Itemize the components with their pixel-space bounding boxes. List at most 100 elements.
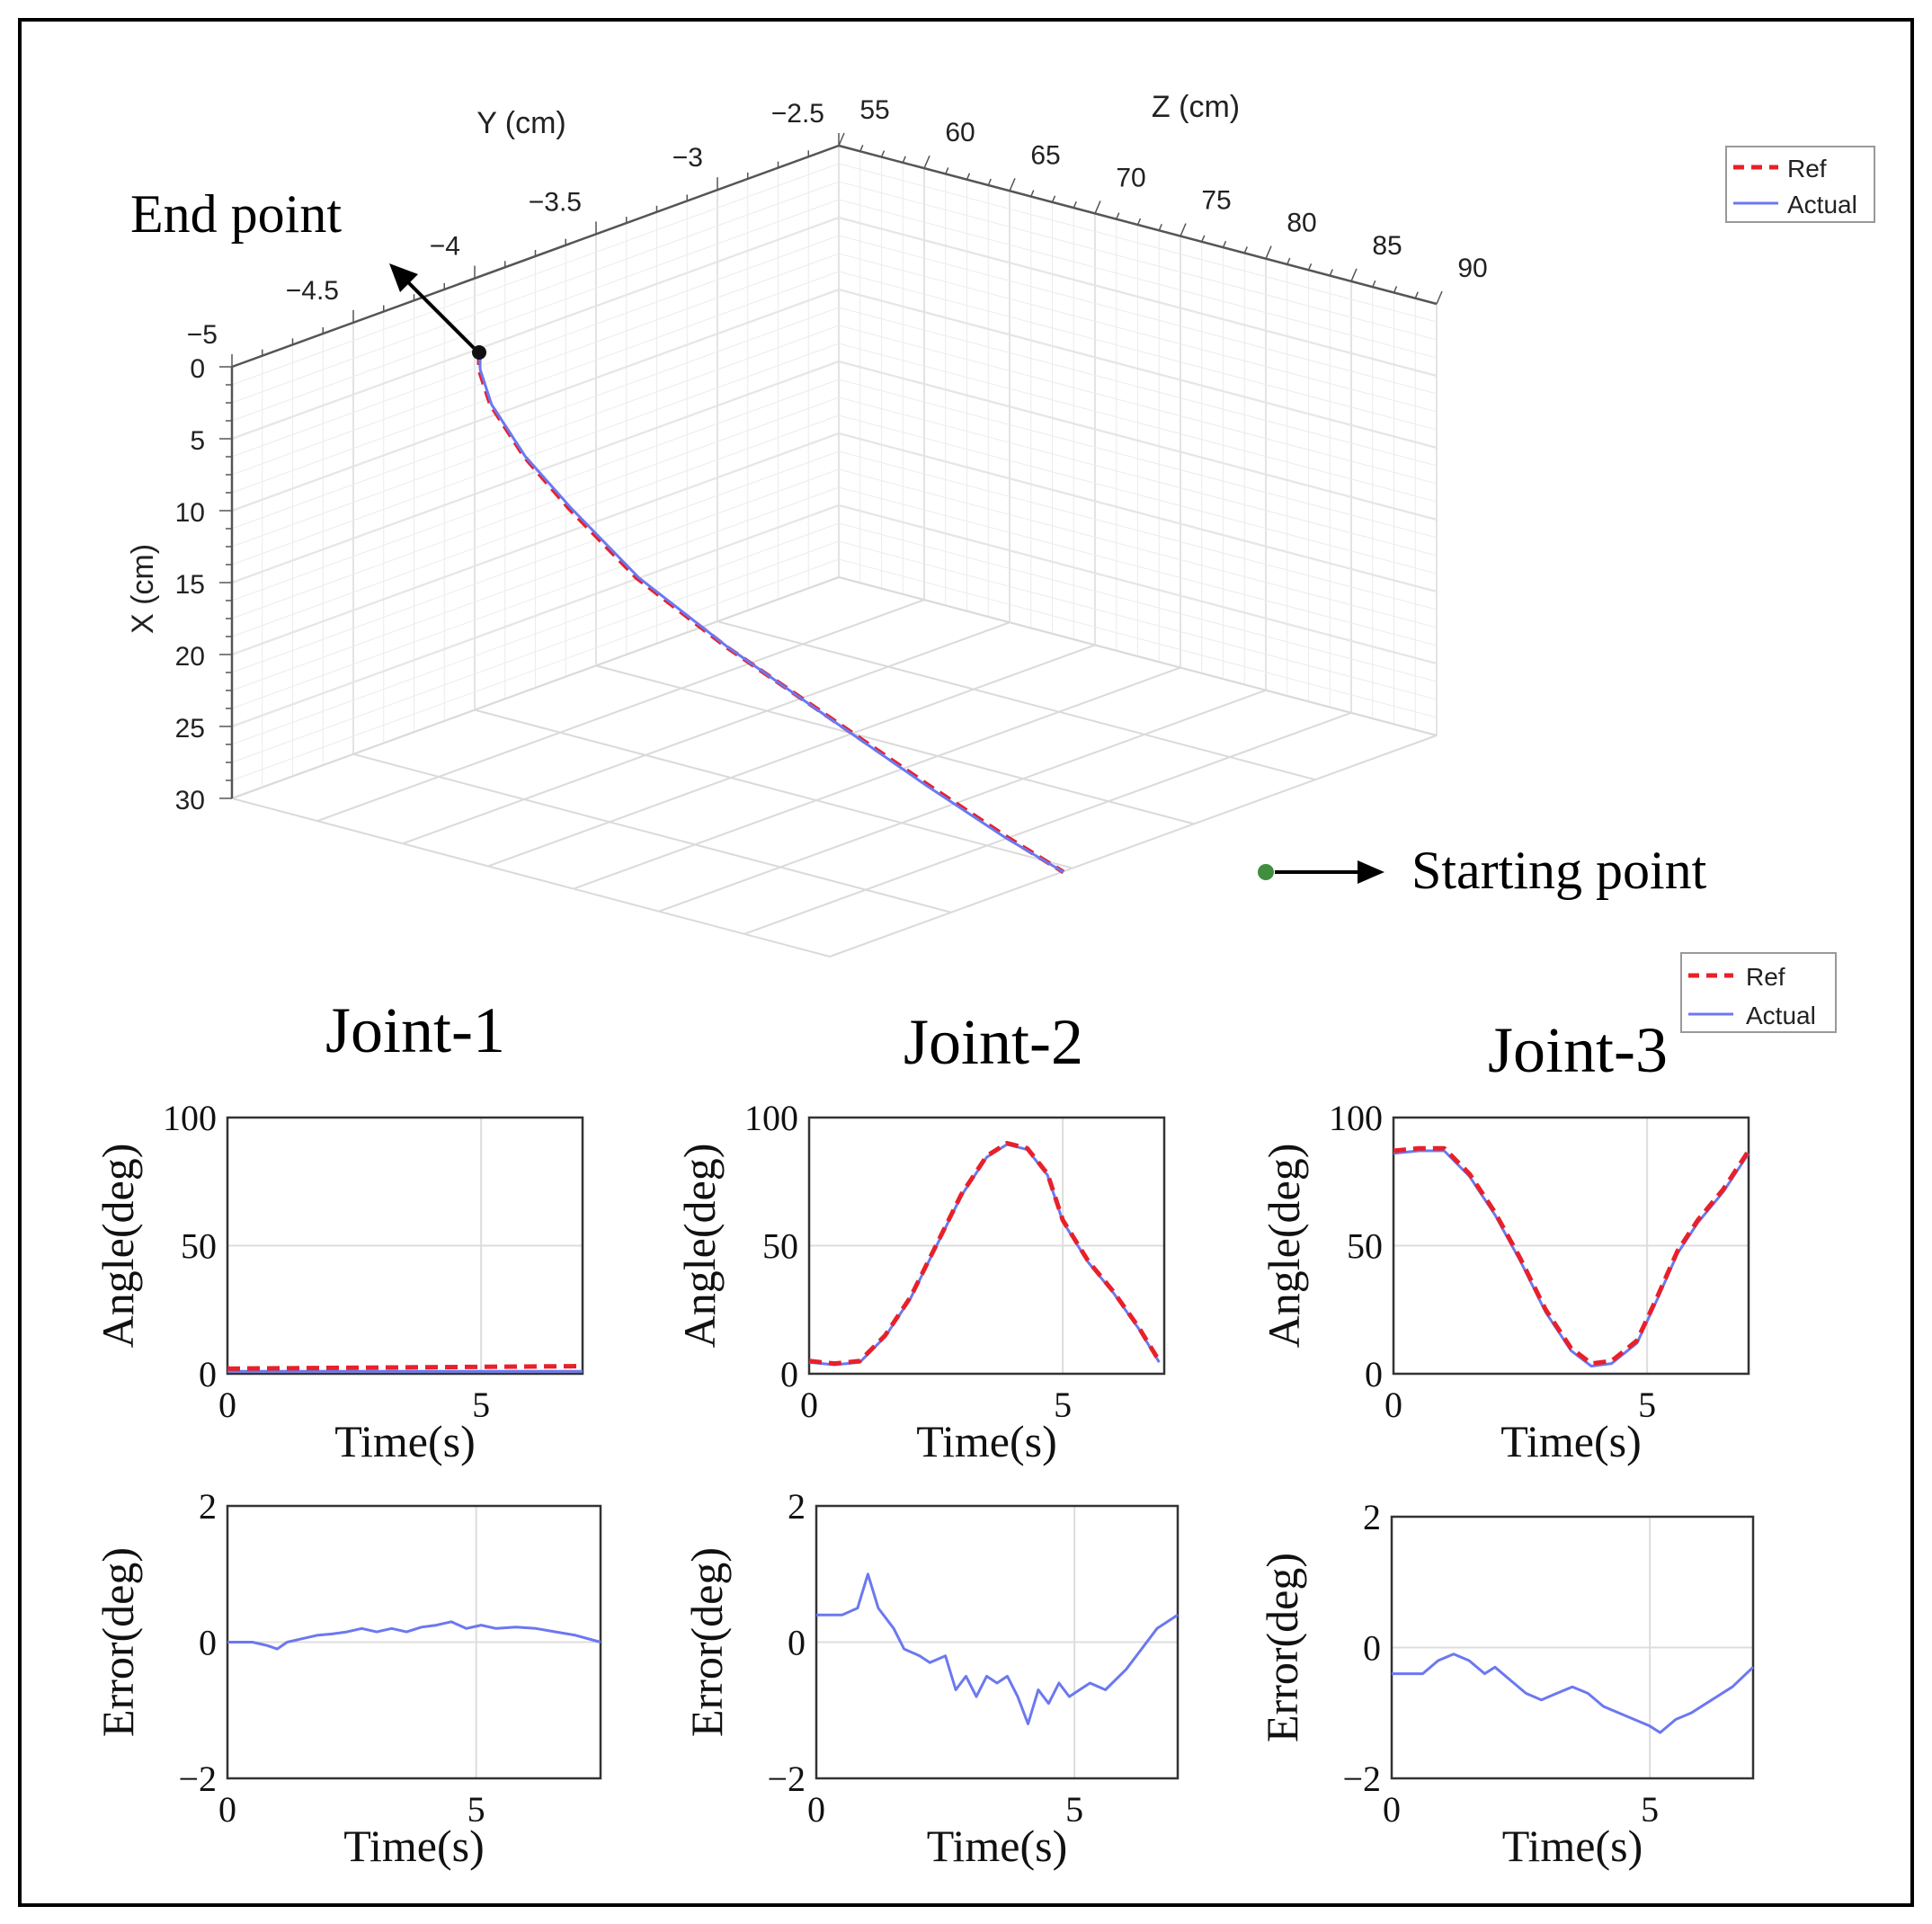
- z-tick-label: 80: [1287, 209, 1316, 238]
- y-tick-label: 50: [1347, 1226, 1383, 1267]
- back-wall-minor-x: [838, 271, 1438, 431]
- floor-grid-y: [352, 753, 952, 913]
- z-tick-mark: [880, 150, 886, 157]
- z-tick-label: 90: [1457, 254, 1487, 283]
- back-wall-minor-x: [838, 289, 1438, 449]
- left-wall-minor-x: [231, 522, 840, 745]
- y-axis-label: Angle(deg): [674, 1144, 725, 1349]
- y-tick-label: 50: [181, 1226, 217, 1267]
- left-wall-minor-x: [231, 361, 840, 583]
- x-tick-label: 30: [175, 786, 205, 815]
- x-tick-label: 5: [190, 426, 205, 456]
- z-tick-mark: [1393, 286, 1398, 293]
- z-tick-mark: [1180, 223, 1187, 236]
- left-wall-minor-x: [231, 163, 840, 386]
- end-point-arrow: [398, 272, 476, 350]
- left-wall-minor-x: [231, 181, 840, 404]
- start-point-marker: [1258, 864, 1274, 880]
- y-tick-label: 0: [199, 1623, 217, 1663]
- y-tick-label: −4.5: [286, 276, 339, 306]
- left-wall-minor-x: [231, 253, 840, 476]
- z-tick-label: 55: [859, 95, 889, 125]
- y-tick-label: −3: [672, 143, 703, 173]
- back-wall-minor-x: [838, 486, 1438, 646]
- z-tick-mark: [1436, 290, 1443, 305]
- left-wall-minor-x: [231, 396, 840, 619]
- y-tick-label: 0: [780, 1354, 798, 1394]
- joint-1-title: Joint-1: [325, 994, 505, 1066]
- floor-grid-z: [829, 735, 1438, 958]
- x-tick-label: 0: [218, 1385, 236, 1425]
- left-wall-minor-x: [231, 540, 840, 763]
- x-tick-label: 10: [175, 498, 205, 528]
- z-tick-mark: [1350, 268, 1358, 282]
- z-tick-mark: [1030, 190, 1035, 197]
- z-tick-mark: [838, 132, 845, 147]
- 3d-series-actual: [477, 352, 1064, 874]
- y-tick-label: 0: [199, 1354, 217, 1394]
- floor-grid-y: [717, 620, 1316, 781]
- floor-grid-z: [658, 689, 1267, 913]
- floor-grid-z: [573, 666, 1181, 890]
- floor-grid-z: [316, 599, 925, 823]
- floor-grid-z: [487, 644, 1096, 868]
- left-wall-minor-x: [231, 486, 840, 709]
- z-tick-mark: [1009, 177, 1016, 192]
- x-tick-label: 0: [1383, 1789, 1401, 1830]
- back-wall-minor-x: [838, 325, 1438, 485]
- floor-grid-y: [595, 664, 1195, 825]
- y-axis-label: Error(deg): [93, 1547, 143, 1737]
- z-tick-label: 70: [1116, 163, 1145, 192]
- left-wall-minor-x: [231, 235, 840, 458]
- left-wall-minor-x: [231, 414, 840, 637]
- legend-3d-box: [1725, 146, 1875, 223]
- series-ref: [1393, 1145, 1751, 1367]
- z-tick-mark: [1073, 200, 1077, 209]
- legend-3d-ref-label: Ref: [1787, 155, 1827, 183]
- floor-grid-y: [474, 708, 1073, 869]
- left-wall-minor-x: [231, 468, 840, 691]
- x-axis-label: Time(s): [1500, 1416, 1642, 1466]
- left-wall-minor-x: [231, 450, 840, 673]
- y-axis-label: Y (cm): [476, 106, 565, 140]
- back-wall-minor-x: [838, 414, 1438, 575]
- back-wall-minor-x: [838, 450, 1438, 610]
- legend-joints-box: [1680, 952, 1837, 1033]
- y-tick-label: 0: [788, 1623, 806, 1663]
- z-axis-label: Z (cm): [1152, 90, 1240, 124]
- left-wall-minor-x: [231, 289, 840, 512]
- y-tick-label: 50: [762, 1226, 798, 1267]
- y-tick-label: 100: [744, 1098, 798, 1138]
- axes-box: [815, 1504, 1180, 1780]
- back-wall-minor-x: [838, 343, 1438, 503]
- x-tick-label: 20: [175, 642, 205, 672]
- trajectory-3d-plot: −5 −4.5 −4 −3.5 −3 −2.5 55 60 65 70 75 80 85 90 0 5 10 15…: [126, 90, 1875, 958]
- x-tick-label: 0: [1384, 1385, 1402, 1425]
- left-wall-minor-x: [231, 325, 840, 548]
- left-wall-minor-x: [231, 432, 840, 655]
- z-tick-mark: [1136, 218, 1142, 226]
- 3d-series: [476, 352, 1065, 875]
- y-tick-label: −2: [178, 1759, 217, 1799]
- y-tick-label: −2.5: [771, 99, 824, 129]
- joint-2-title: Joint-2: [904, 1006, 1083, 1078]
- left-wall-minor-x: [231, 504, 840, 727]
- floor-grid-z: [231, 576, 840, 799]
- z-tick-mark: [1051, 195, 1056, 203]
- x-axis-label: Time(s): [927, 1821, 1068, 1871]
- x-tick-label: 5: [1065, 1789, 1083, 1830]
- left-wall-minor-x: [231, 307, 840, 530]
- start-point-label: Starting point: [1411, 841, 1707, 900]
- z-tick-mark: [1201, 235, 1206, 243]
- z-tick-mark: [902, 156, 906, 164]
- z-tick-mark: [1307, 263, 1313, 271]
- y-tick-label: 100: [1329, 1098, 1383, 1138]
- floor-grid-z: [743, 711, 1352, 935]
- back-wall-minor-x: [838, 361, 1438, 521]
- x-axis-label: Time(s): [916, 1416, 1057, 1466]
- series-actual: [1392, 1652, 1755, 1734]
